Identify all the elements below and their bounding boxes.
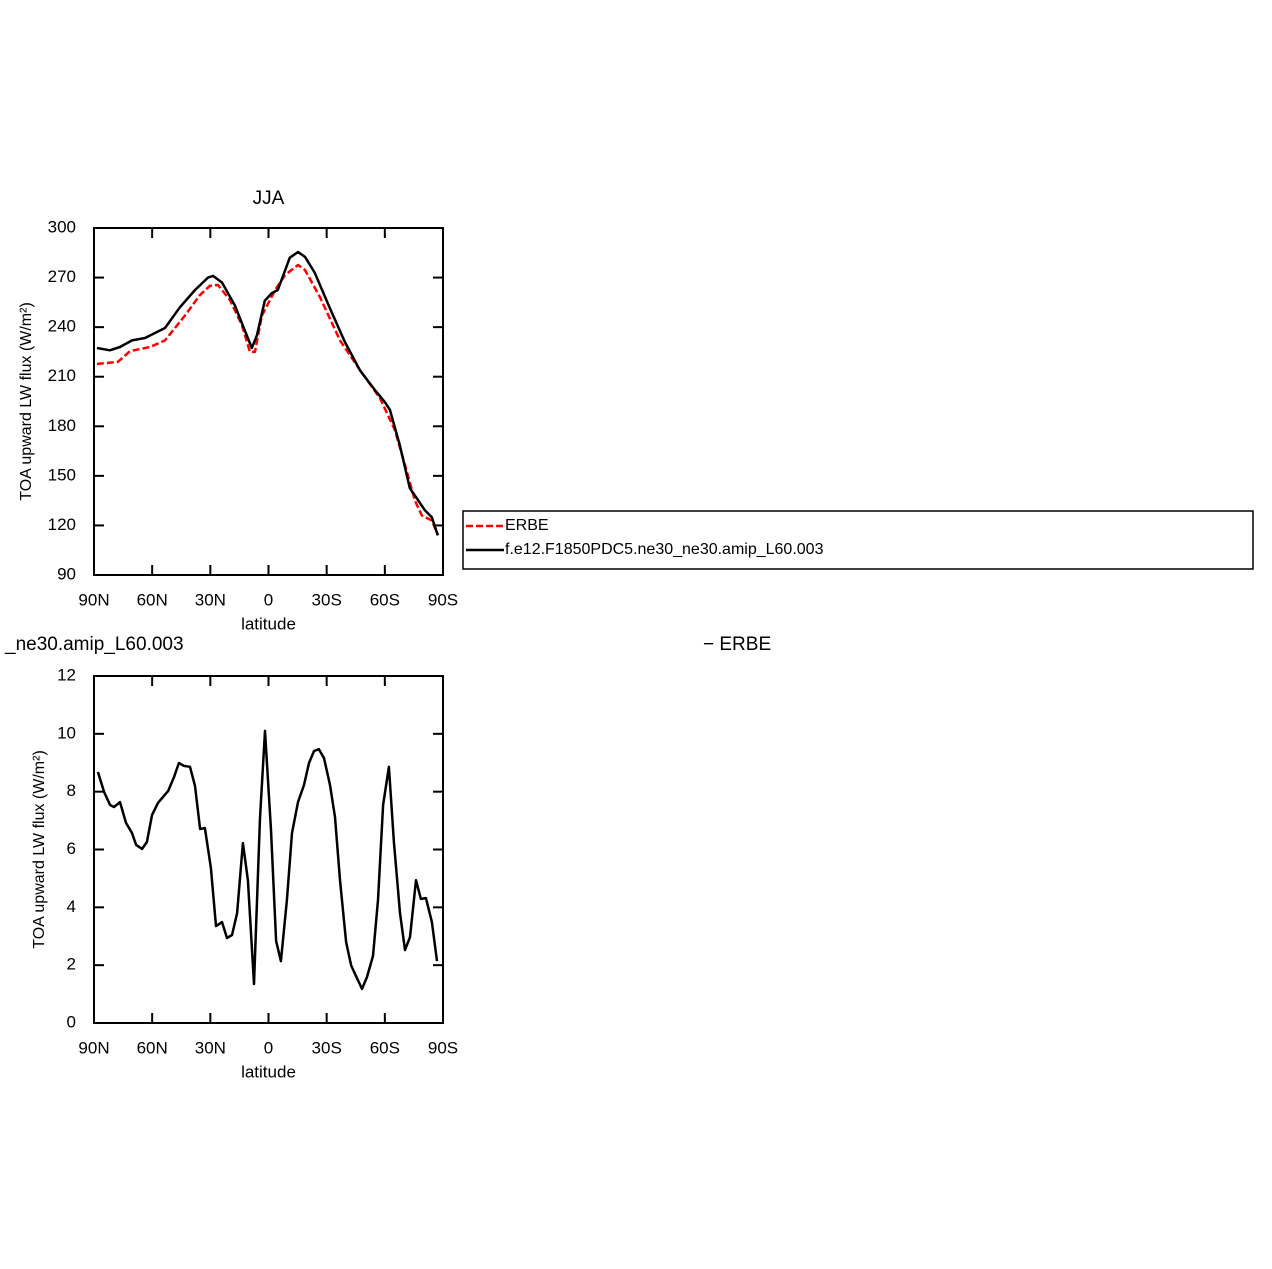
legend-label: f.e12.F1850PDC5.ne30_ne30.amip_L60.003	[505, 541, 824, 558]
y-tick-label: 90	[57, 564, 76, 583]
y-tick-label: 10	[57, 723, 76, 742]
data-line	[96, 250, 439, 536]
y-tick-label: 120	[48, 515, 76, 534]
x-tick-label: 60N	[137, 590, 168, 609]
x-tick-label: 90N	[78, 1038, 109, 1057]
y-tick-label: 12	[57, 665, 76, 684]
y-tick-label: 300	[48, 217, 76, 236]
y-tick-label: 240	[48, 317, 76, 336]
data-line	[96, 729, 439, 991]
y-tick-label: 150	[48, 465, 76, 484]
x-tick-label: 30S	[312, 590, 342, 609]
x-tick-label: 60S	[370, 590, 400, 609]
legend-box	[462, 510, 1254, 570]
y-tick-label: 270	[48, 267, 76, 286]
plot-frame	[93, 675, 444, 1024]
y-tick-label: 6	[67, 839, 76, 858]
x-tick-label: 30N	[195, 590, 226, 609]
legend-label: ERBE	[505, 517, 549, 534]
x-axis-label: latitude	[241, 1062, 296, 1081]
x-axis-label: latitude	[241, 614, 296, 633]
x-tick-label: 90S	[428, 590, 458, 609]
chart-title: JJA	[253, 188, 285, 209]
y-axis-label: TOA upward LW flux (W/m²)	[31, 750, 48, 949]
x-tick-label: 30S	[312, 1038, 342, 1057]
y-tick-label: 2	[67, 955, 76, 974]
x-tick-label: 30N	[195, 1038, 226, 1057]
y-tick-label: 0	[67, 1012, 76, 1031]
y-tick-label: 8	[67, 781, 76, 800]
x-tick-label: 60N	[137, 1038, 168, 1057]
y-tick-label: 210	[48, 366, 76, 385]
x-tick-label: 0	[264, 590, 273, 609]
left-title: _ne30.amip_L60.003	[4, 634, 184, 655]
x-tick-label: 60S	[370, 1038, 400, 1057]
plot-frame	[93, 227, 444, 576]
y-axis-label: TOA upward LW flux (W/m²)	[18, 302, 35, 501]
right-title: − ERBE	[703, 634, 771, 655]
y-tick-label: 4	[67, 897, 76, 916]
x-tick-label: 0	[264, 1038, 273, 1057]
x-tick-label: 90S	[428, 1038, 458, 1057]
y-tick-label: 180	[48, 416, 76, 435]
x-tick-label: 90N	[78, 590, 109, 609]
data-line	[96, 263, 440, 536]
